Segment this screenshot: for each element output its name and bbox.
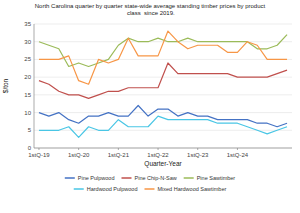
background	[0, 0, 300, 213]
x-tick	[197, 148, 198, 150]
y-tick-label: 20	[24, 74, 31, 80]
title: North Carolina quarter by quarter state-…	[35, 3, 266, 16]
legend-swatch	[184, 177, 194, 179]
y-tick-label: 0	[28, 145, 32, 151]
y-tick-label: 15	[24, 92, 31, 98]
grid-line	[34, 148, 292, 149]
series-line	[39, 35, 287, 67]
legend-swatch	[74, 188, 84, 190]
x-tick	[78, 148, 79, 150]
y-axis	[34, 24, 35, 148]
x-tick-label: 1stQ-24	[227, 152, 249, 158]
x-tick	[38, 148, 39, 150]
x-tick	[158, 148, 159, 150]
grid-line	[34, 59, 292, 60]
y-tick-label: 25	[24, 56, 31, 62]
legend-label: Hardwood Pulpwood	[87, 186, 138, 192]
x-axis-label: Quarter-Year	[144, 160, 182, 168]
series-group	[39, 31, 287, 137]
chart-container: North Carolina quarter by quarter state-…	[0, 0, 300, 213]
series-line	[39, 63, 287, 98]
x-tick	[118, 148, 119, 150]
x-tick-label: 1stQ-19	[28, 152, 50, 158]
y-tick-label: 10	[24, 110, 31, 116]
x-tick-label: 1stQ-22	[147, 152, 169, 158]
x-axis	[34, 148, 292, 149]
grid	[34, 24, 292, 148]
y-axis-label: $/ton	[2, 78, 9, 93]
legend-item: Pine Chip-N-Saw	[121, 175, 176, 181]
legend-item: Mixed Hardwood Sawtimber	[144, 186, 226, 192]
y-tick-label: 30	[24, 39, 31, 45]
legend-item: Hardwood Pulpwood	[74, 186, 138, 192]
grid-line	[34, 24, 292, 25]
title-line: class since 2019.	[125, 10, 175, 16]
legend-swatch	[121, 177, 131, 179]
y-tick-label: 35	[24, 21, 31, 27]
x-tick-label: 1stQ-20	[68, 152, 90, 158]
chart-svg: North Carolina quarter by quarter state-…	[0, 0, 300, 213]
y-tick-label: 5	[28, 127, 32, 133]
legend-label: Mixed Hardwood Sawtimber	[157, 186, 226, 192]
legend: Pine Pulpwood Pine Chip-N-Saw Pine Sawtimb…	[65, 175, 236, 192]
series-line	[39, 116, 287, 137]
series-line	[39, 105, 287, 126]
legend-swatch	[144, 188, 154, 190]
x-tick-label: 1stQ-23	[187, 152, 209, 158]
x-tick-label: 1stQ-21	[108, 152, 130, 158]
series-line	[39, 31, 287, 84]
title-line: North Carolina quarter by quarter state-…	[35, 3, 266, 9]
grid-line	[34, 112, 292, 113]
legend-label: Pine Pulpwood	[78, 175, 115, 181]
legend-label: Pine Sawtimber	[197, 175, 236, 181]
legend-item: Pine Sawtimber	[184, 175, 236, 181]
x-tick	[237, 148, 238, 150]
legend-swatch	[65, 177, 75, 179]
legend-item: Pine Pulpwood	[65, 175, 115, 181]
legend-label: Pine Chip-N-Saw	[134, 175, 176, 181]
